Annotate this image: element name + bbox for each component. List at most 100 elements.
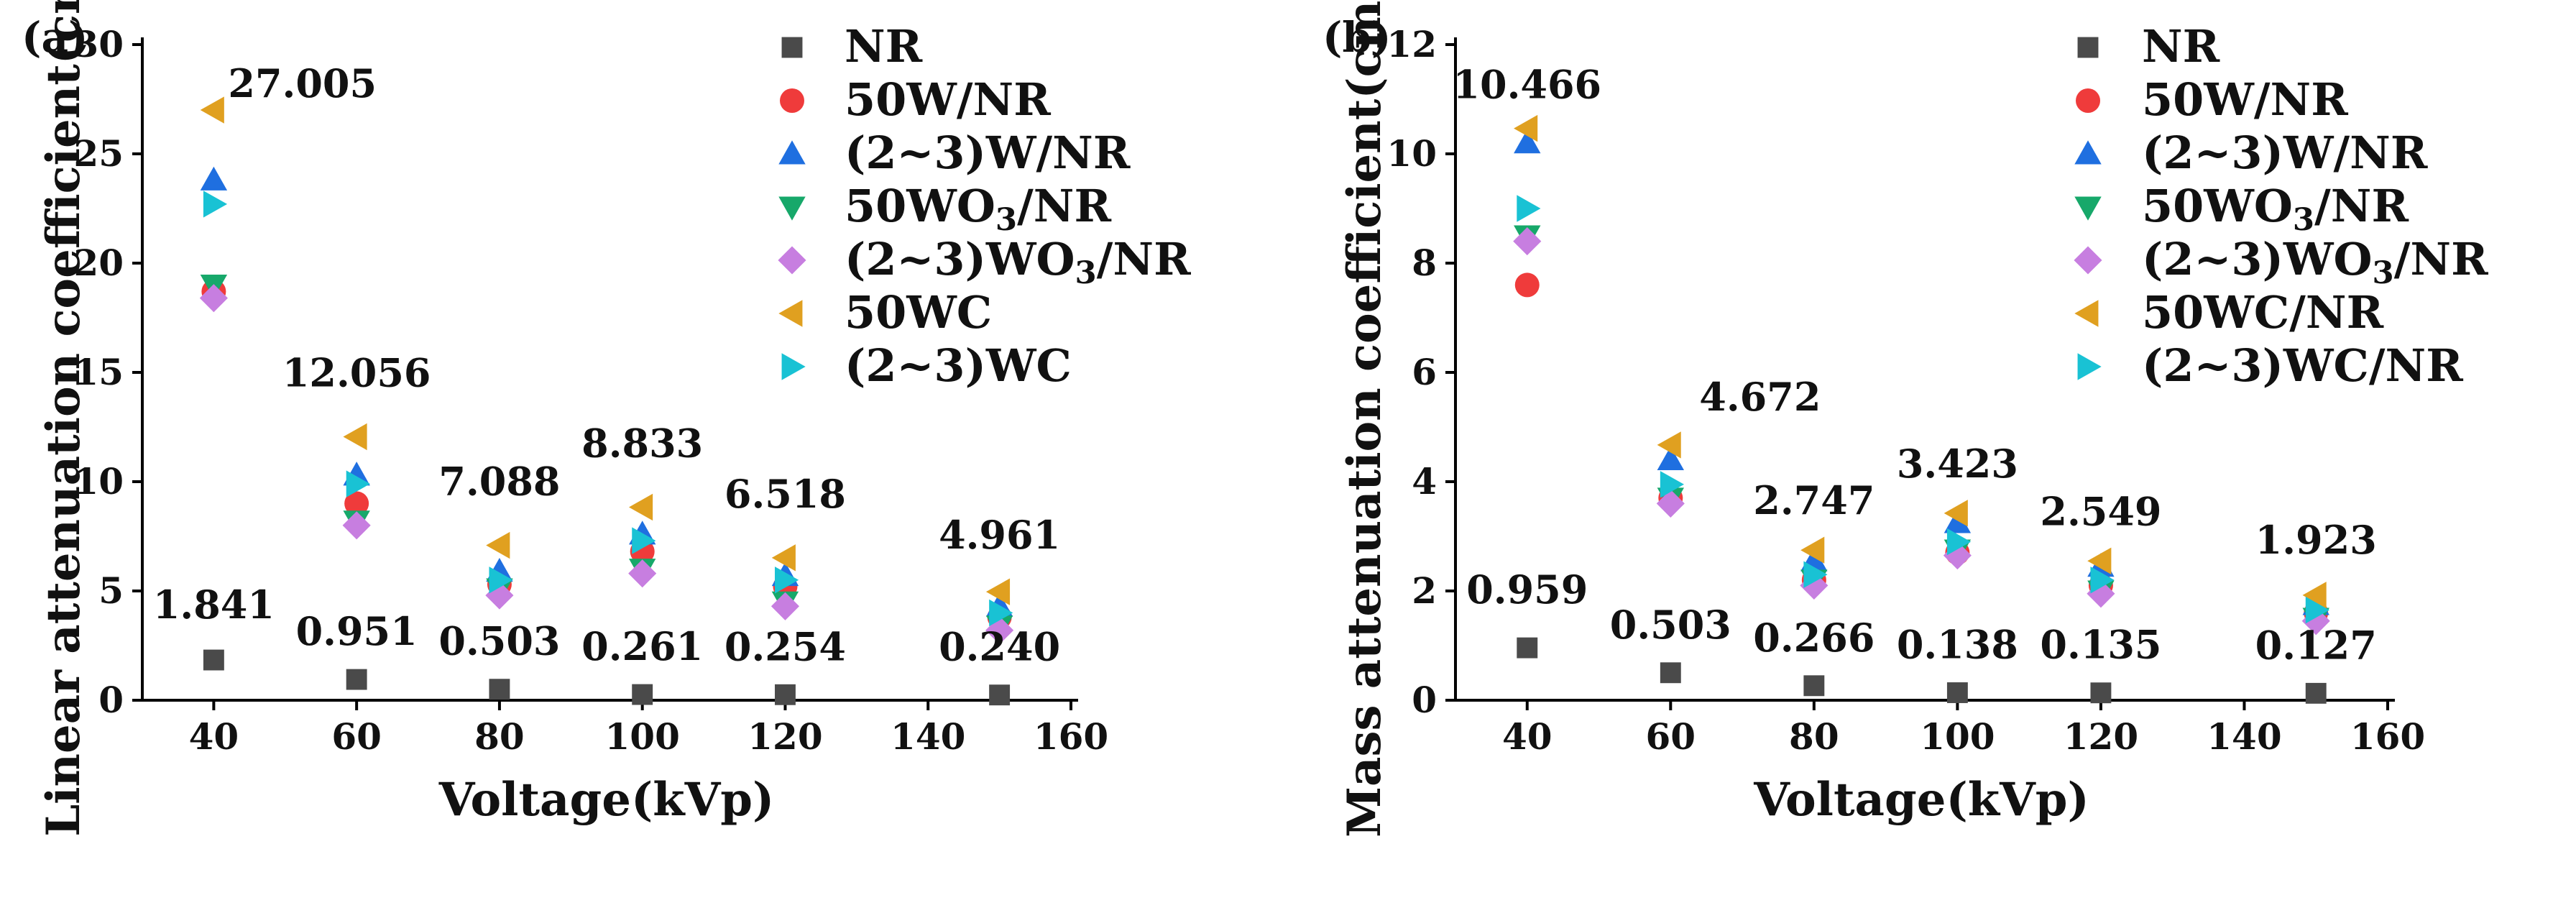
point-nr-120 [2090,682,2112,704]
y-tick-label: 10 [73,460,124,503]
legend-entry-2-3-wo3-nr: (2~3)WO3/NR [845,233,1191,291]
legend-entry-2-3-wo3-nr: (2~3)WO3/NR [2142,233,2488,291]
panel-b-mass-attenuation: (b) 40 60 80 100 120 140 160 0 2 4 6 8 10 12 Voltage(kV… [1322,0,2488,838]
point-nr-100 [632,684,653,705]
x-tick-label: 60 [331,715,382,758]
x-tick-label: 40 [189,715,239,758]
point-50wc-60 [343,423,367,451]
legend: NR50W/NR(2~3)W/NR50WO3/NR(2~3)WO3/NR50WC… [778,20,1191,392]
data-label-50wc-nr-150: 1.923 [2255,517,2377,563]
data-label-50wc-60: 12.056 [282,349,431,395]
data-label-nr-150: 0.127 [2255,622,2377,668]
x-tick-label: 100 [1920,715,1995,758]
data-label-nr-60: 0.951 [296,608,418,654]
x-tick-label: 160 [1034,715,1108,758]
legend-entry-50wo3-nr: 50WO3/NR [845,180,1111,238]
x-tick-label: 80 [1789,715,1839,758]
data-label-50wc-100: 8.833 [581,420,703,466]
legend-entry-50w-nr: 50W/NR [845,73,1051,126]
legend-marker-50w-nr [2076,88,2100,113]
y-tick-label: 30 [73,23,124,65]
point-nr-80 [489,679,510,700]
point-50w-nr-40 [1514,272,1540,298]
point-2-3-wc-80 [489,567,513,594]
x-tick-label: 80 [474,715,525,758]
x-axis-title: Voltage(kVp) [438,773,775,827]
series-2-3-wc [203,191,1013,627]
data-label-nr-100: 0.261 [581,623,703,669]
x-tick-label: 140 [2207,715,2281,758]
data-label-50wc-80: 7.088 [438,459,560,505]
point-nr-40 [203,649,224,671]
data-label-nr-60: 0.503 [1610,602,1731,648]
point-2-3-wc-40 [203,191,228,218]
data-label-nr-120: 0.135 [2040,622,2161,668]
data-label-nr-40: 1.841 [153,582,275,628]
point-50w-nr-60 [344,491,369,516]
point-2-3-wo3-nr-40 [199,284,228,313]
legend-entry-2-3-wc-nr: (2~3)WC/NR [2142,339,2463,392]
point-50wc-100 [628,493,653,521]
point-2-3-wc-nr-80 [1803,561,1828,588]
point-50wc-nr-120 [2087,547,2112,574]
legend-entry-nr: NR [845,20,923,73]
y-tick-label: 4 [1412,460,1437,503]
point-50wc-nr-80 [1800,536,1825,564]
y-tick-label: 6 [1412,351,1437,393]
point-50wc-nr-40 [1514,114,1538,142]
x-tick-label: 160 [2350,715,2425,758]
legend-marker-50w-nr [780,88,804,113]
data-label-nr-80: 0.503 [438,618,560,664]
point-50wc-nr-150 [2302,582,2327,609]
point-nr-40 [1517,637,1538,659]
y-tick-label: 15 [73,351,124,393]
point-2-3-wo3-nr-40 [1513,227,1542,256]
legend: NR50W/NR(2~3)W/NR50WO3/NR(2~3)WO3/NR50WC… [2074,20,2488,392]
y-tick-label: 0 [1412,679,1437,721]
x-tick-label: 40 [1502,715,1552,758]
point-2-3-wc-60 [346,470,370,497]
data-label-nr-80: 0.266 [1753,615,1874,661]
legend-marker-50wo3-nr [778,196,806,221]
point-2-3-wo3-nr-120 [2087,579,2115,608]
point-2-3-wc-nr-120 [2090,567,2115,594]
legend-entry-50w-nr: 50W/NR [2142,73,2348,126]
point-nr-60 [1660,662,1681,684]
y-tick-label: 20 [73,242,124,284]
legend-marker-2-3-wc [781,353,806,380]
y-tick-label: 2 [1412,569,1437,612]
point-nr-100 [1946,682,1968,703]
y-tick-label: 5 [98,569,124,612]
data-label-nr-120: 0.254 [724,623,846,669]
series-nr [203,649,1011,706]
panel-label: (b) [1322,13,1391,62]
legend-marker-nr [781,37,803,58]
data-label-50wc-nr-40: 10.466 [1453,62,1601,108]
point-50wc-120 [771,544,796,572]
point-2-3-wc-nr-60 [1660,471,1685,498]
data-label-50wc-150: 4.961 [939,512,1060,558]
point-nr-60 [346,669,367,690]
y-tick-label: 25 [73,132,124,175]
y-axis-title: Linear attenuation coefficient(cm-1) [33,0,91,837]
data-label-50wc-nr-100: 3.423 [1897,441,2018,487]
point-2-3-wc-120 [775,567,799,594]
series-50wc [200,96,1011,605]
point-2-3-wo3-nr-150 [2301,607,2330,636]
point-2-3-wo3-nr-100 [628,559,657,588]
data-label-nr-100: 0.138 [1897,622,2018,668]
point-nr-150 [989,684,1011,706]
legend-marker-2-3-wo3-nr [778,246,806,275]
point-50wc-80 [486,531,510,559]
legend-marker-2-3-wo3-nr [2074,246,2102,275]
legend-entry-2-3-w-nr: (2~3)W/NR [845,127,1131,179]
legend-entry-50wc: 50WC [845,286,992,339]
legend-entry-2-3-wc: (2~3)WC [845,339,1072,392]
x-axis-title: Voltage(kVp) [1753,773,2089,827]
y-tick-label: 0 [98,679,124,721]
x-tick-label: 120 [748,715,822,758]
series-2-3-wc-nr [1517,195,2329,624]
data-label-50wc-nr-80: 2.747 [1753,477,1874,523]
y-tick-label: 12 [1386,23,1437,65]
